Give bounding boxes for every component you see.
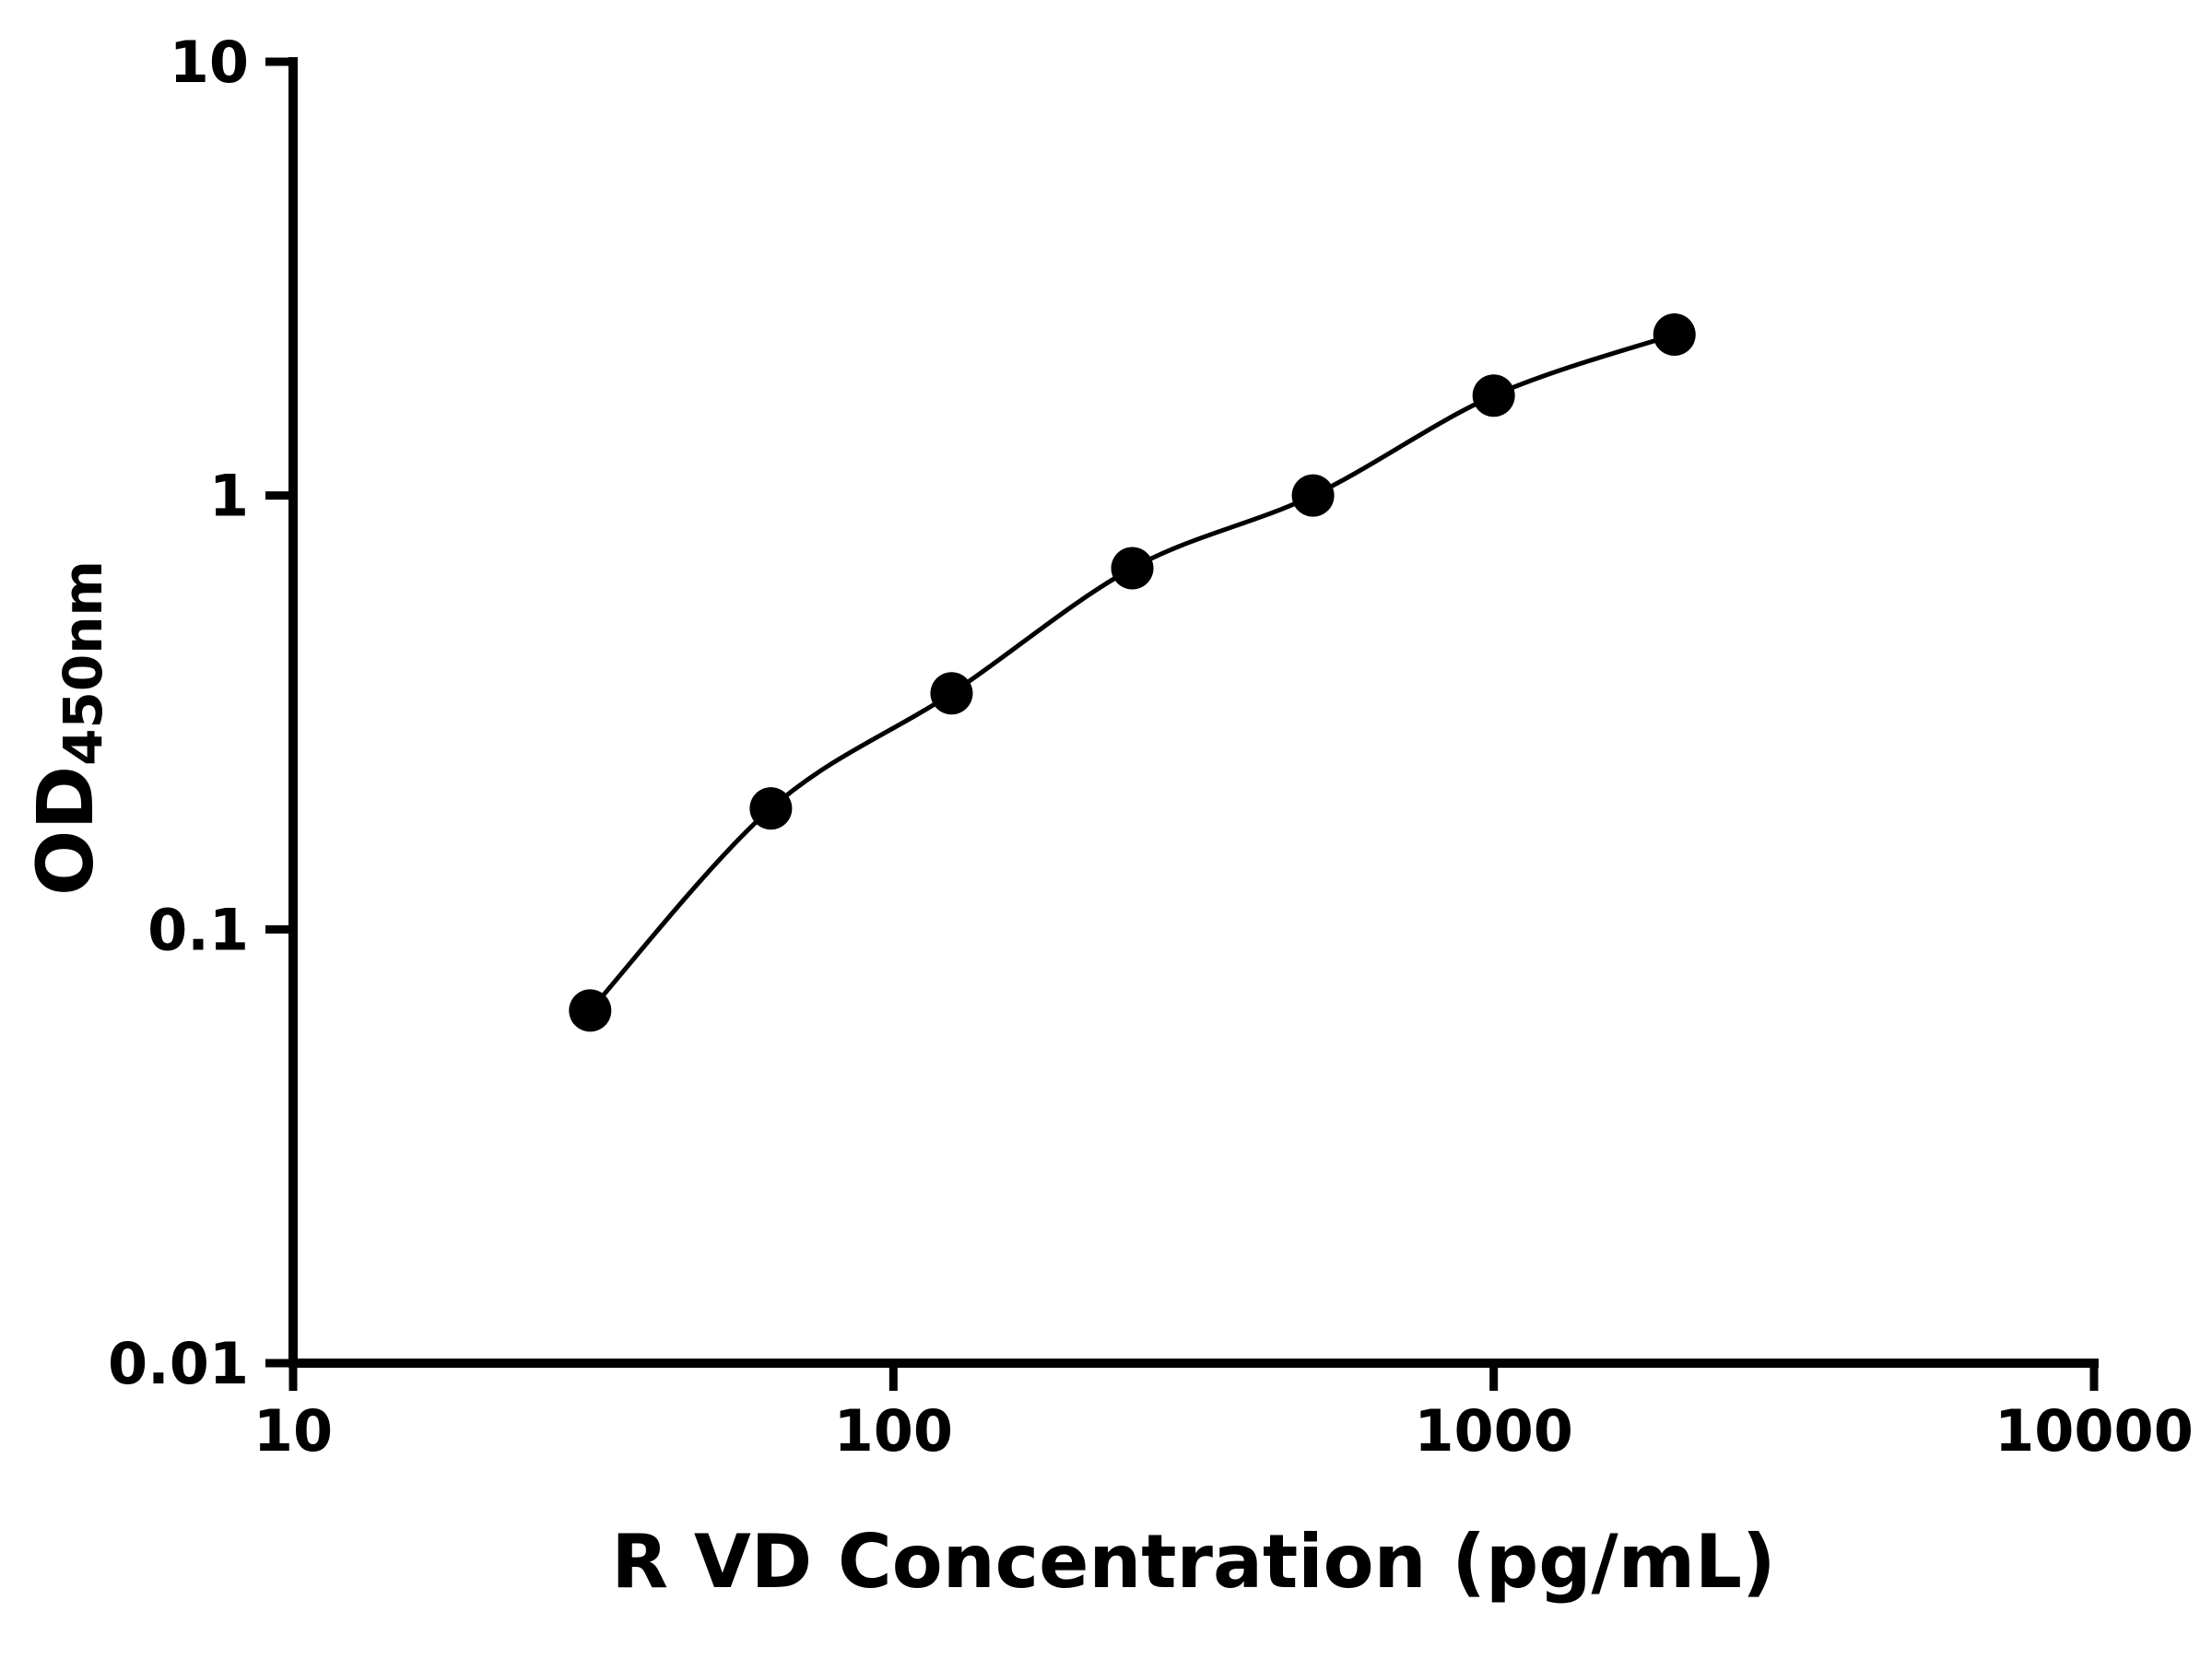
data-point <box>1653 313 1696 357</box>
x-axis-ticks: 10 100 1000 10000 <box>253 1363 2194 1465</box>
y-tick-label: 0.01 <box>108 1330 249 1397</box>
x-axis-label: R VD Concentration (pg/mL) <box>611 1519 1775 1605</box>
y-tick-label: 0.1 <box>147 896 249 963</box>
x-tick-label: 1000 <box>1414 1397 1573 1465</box>
data-point <box>930 672 973 715</box>
data-point <box>1111 547 1154 590</box>
x-tick-label: 100 <box>834 1397 953 1465</box>
y-axis-label: OD450nm <box>20 560 114 896</box>
x-tick-label: 10 <box>253 1397 333 1465</box>
curve-line <box>588 332 1676 1013</box>
data-series <box>569 313 1696 1032</box>
data-point <box>1291 474 1335 517</box>
y-axis-ticks: 0.01 0.1 1 10 <box>108 29 293 1397</box>
x-tick-label: 10000 <box>1994 1397 2194 1465</box>
y-axis-label-sub: 450nm <box>52 560 114 766</box>
data-point <box>1472 374 1515 418</box>
data-point <box>569 989 612 1032</box>
data-point <box>749 787 793 830</box>
y-tick-label: 10 <box>170 29 249 96</box>
y-axis-label-main: OD <box>20 766 111 896</box>
axis-line <box>288 57 2099 1368</box>
axes <box>288 57 2099 1368</box>
y-tick-label: 1 <box>209 463 249 530</box>
